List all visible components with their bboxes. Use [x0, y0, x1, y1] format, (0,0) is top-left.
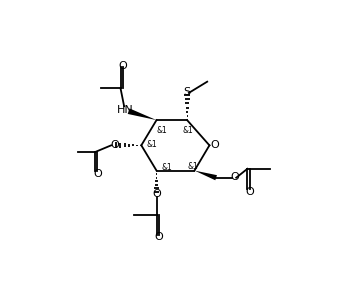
Text: &1: &1	[183, 126, 194, 135]
Text: &1: &1	[188, 162, 199, 171]
Text: O: O	[153, 189, 162, 200]
Text: O: O	[211, 140, 220, 150]
Text: &1: &1	[162, 163, 172, 172]
Text: O: O	[246, 186, 254, 197]
Text: HN: HN	[117, 106, 134, 115]
Text: O: O	[110, 140, 119, 150]
Text: O: O	[119, 61, 128, 71]
Text: &1: &1	[147, 140, 157, 149]
Text: O: O	[155, 232, 164, 242]
Text: S: S	[183, 87, 191, 97]
Text: O: O	[93, 169, 102, 179]
Text: O: O	[230, 172, 239, 182]
Text: &1: &1	[156, 126, 167, 135]
Polygon shape	[194, 171, 217, 180]
Polygon shape	[128, 108, 157, 120]
